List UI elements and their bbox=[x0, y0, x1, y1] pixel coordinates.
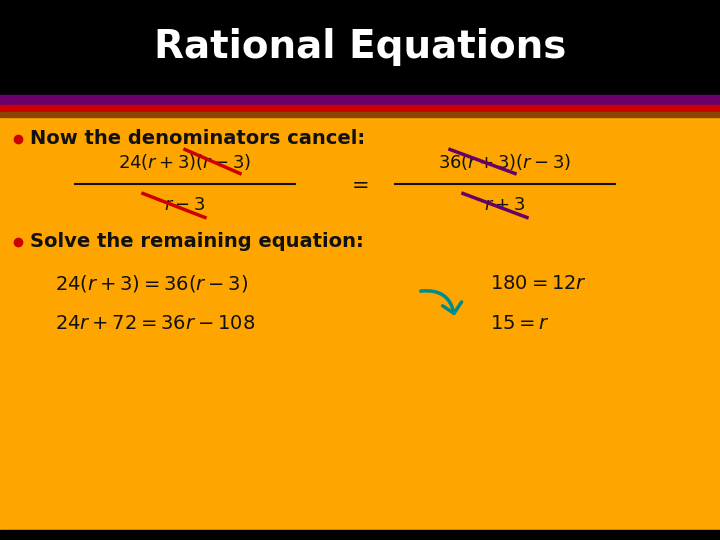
Text: $24r+72=36r-108$: $24r+72=36r-108$ bbox=[55, 314, 255, 333]
Text: Solve the remaining equation:: Solve the remaining equation: bbox=[30, 232, 364, 251]
FancyArrowPatch shape bbox=[420, 291, 462, 313]
Text: $36(r+3)(r-3)$: $36(r+3)(r-3)$ bbox=[438, 152, 572, 172]
Text: $r+3$: $r+3$ bbox=[485, 197, 526, 214]
Text: $24(r+3)=36(r-3)$: $24(r+3)=36(r-3)$ bbox=[55, 273, 248, 294]
Text: Now the denominators cancel:: Now the denominators cancel: bbox=[30, 129, 365, 148]
Text: $=$: $=$ bbox=[347, 173, 369, 193]
Text: $24(r+3)(r-3)$: $24(r+3)(r-3)$ bbox=[118, 152, 252, 172]
Bar bbox=[0, 94, 720, 105]
Text: $15=r$: $15=r$ bbox=[490, 314, 550, 333]
Bar bbox=[0, 0, 720, 94]
Bar bbox=[0, 105, 720, 111]
Bar bbox=[0, 530, 720, 540]
Bar bbox=[0, 117, 720, 540]
Text: Rational Equations: Rational Equations bbox=[154, 28, 566, 66]
Text: $r-3$: $r-3$ bbox=[164, 197, 206, 214]
Text: $180=12r$: $180=12r$ bbox=[490, 274, 587, 293]
Bar bbox=[0, 111, 720, 117]
